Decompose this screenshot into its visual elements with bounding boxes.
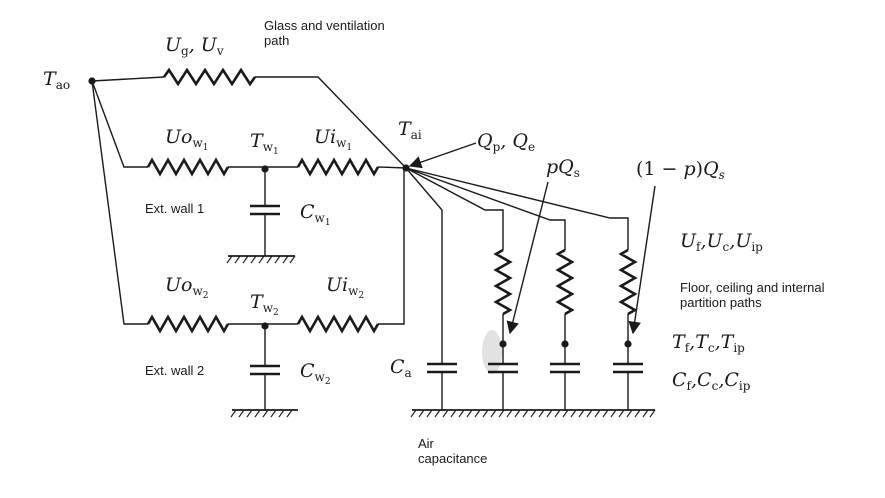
node-tf [499,340,507,348]
label-ext-wall-1: Ext. wall 1 [145,201,205,216]
label-qp-qe: Qp, Qe [477,130,536,154]
resistor-partition-path [618,248,638,316]
wire-tai-to-floor-branch [405,167,504,250]
node-tw2 [261,322,269,330]
label-c-w2: Cw2 [300,360,331,387]
label-uo-w2: Uow2 [165,274,209,301]
resistor-ui-w2 [296,314,380,334]
resistor-floor-path [493,248,513,316]
label-one-minus-p-qs: (1 − p)Qs [636,158,725,182]
label-t-w2: Tw2 [250,291,279,318]
label-tf-tc-tip: Tf,Tc,Tip [672,331,745,355]
wire-tai-to-partition-branch [405,167,629,250]
label-ug-uv: Ug, Uv [165,34,224,58]
label-air-capacitance: Air capacitance [418,436,487,466]
node-tc [561,340,569,348]
label-air-line2: capacitance [418,451,488,466]
arrow-one-minus-p-qs [628,185,656,335]
resistor-glass-ventilation [162,67,257,87]
label-floor-ceiling-partition: Floor, ceiling and internal partition pa… [680,280,825,310]
wire-glass-to-tai [255,76,407,169]
label-glass-line2: path [264,33,290,48]
label-p-qs: pQs [546,156,580,180]
label-uf-uc-uip: Uf,Uc,Uip [680,230,763,254]
wire-tao-to-glass [91,76,165,82]
resistor-uo-w1 [146,157,230,177]
resistor-uo-w2 [146,314,230,334]
ground-hatch-wall1 [226,255,296,264]
label-t-ai: Tai [398,118,422,142]
label-ui-w1: Uiw1 [314,126,353,153]
wire-tao-to-wall1 [91,80,148,168]
label-glass-ventilation-path: Glass and ventilation path [264,18,385,48]
label-floor-line2: partition paths [680,295,762,310]
node-tai [402,164,410,172]
arrow-p-qs [506,181,549,335]
label-uo-w1: Uow1 [165,126,209,153]
node-tip [624,340,632,348]
arrow-qp-qe [408,142,477,169]
label-c-w1: Cw1 [300,201,331,228]
node-tao [88,77,96,85]
ground-hatch-room [410,409,656,418]
wire-ui-w2-to-tai [378,168,405,325]
label-t-w1: Tw1 [250,130,279,157]
resistor-ceiling-path [555,248,575,316]
wire-tai-to-ceiling-branch [405,167,566,250]
label-cf-cc-cip: Cf,Cc,Cip [672,369,751,393]
label-t-ao: Tao [43,68,71,92]
node-tw1 [261,165,269,173]
scan-smudge [482,330,502,374]
wire-tao-to-wall2 [91,80,148,325]
wire-ui-w1-to-tai [377,166,407,169]
label-floor-line1: Floor, ceiling and internal [680,280,825,295]
label-air-line1: Air [418,436,434,451]
label-ui-w2: Uiw2 [326,274,365,301]
label-ext-wall-2: Ext. wall 2 [145,363,205,378]
label-c-a: Ca [390,356,412,380]
resistor-ui-w1 [296,157,380,177]
label-glass-line1: Glass and ventilation [264,18,385,33]
ground-hatch-wall2 [230,409,293,418]
wire-tai-to-air-cap [405,167,443,364]
